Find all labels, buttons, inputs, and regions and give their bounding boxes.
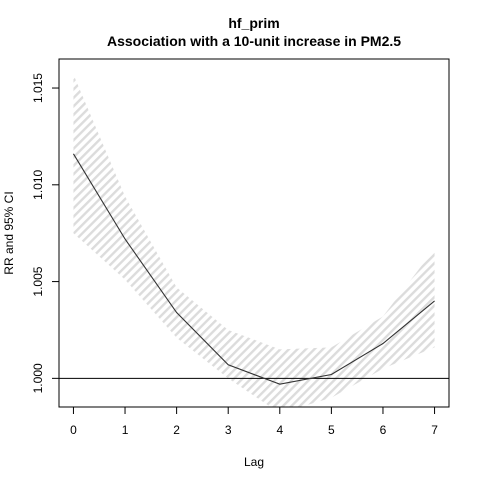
x-tick-label: 4 [276,423,283,437]
chart-title: hf_prim [228,15,279,31]
rr-estimate-line [72,153,435,385]
y-tick-label: 1.010 [31,169,45,199]
x-tick-label: 2 [173,423,180,437]
x-tick-label: 7 [431,423,438,437]
y-tick-label: 1.000 [31,363,45,393]
y-tick-label: 1.015 [31,73,45,103]
x-tick-label: 0 [70,423,77,437]
y-axis: 1.000 1.005 1.010 1.015 [31,73,60,393]
confidence-band-layer [73,74,435,407]
x-tick-label: 3 [225,423,232,437]
x-axis-label: Lag [244,455,264,469]
ci-band [73,74,435,407]
x-axis: 0 1 2 3 4 5 6 7 [70,406,438,437]
x-tick-label: 5 [328,423,335,437]
y-tick-label: 1.005 [31,266,45,296]
y-axis-label: RR and 95% CI [2,191,16,274]
x-tick-label: 1 [122,423,129,437]
chart-subtitle: Association with a 10-unit increase in P… [107,33,401,49]
x-tick-label: 6 [380,423,387,437]
estimate-line-layer [72,153,435,385]
